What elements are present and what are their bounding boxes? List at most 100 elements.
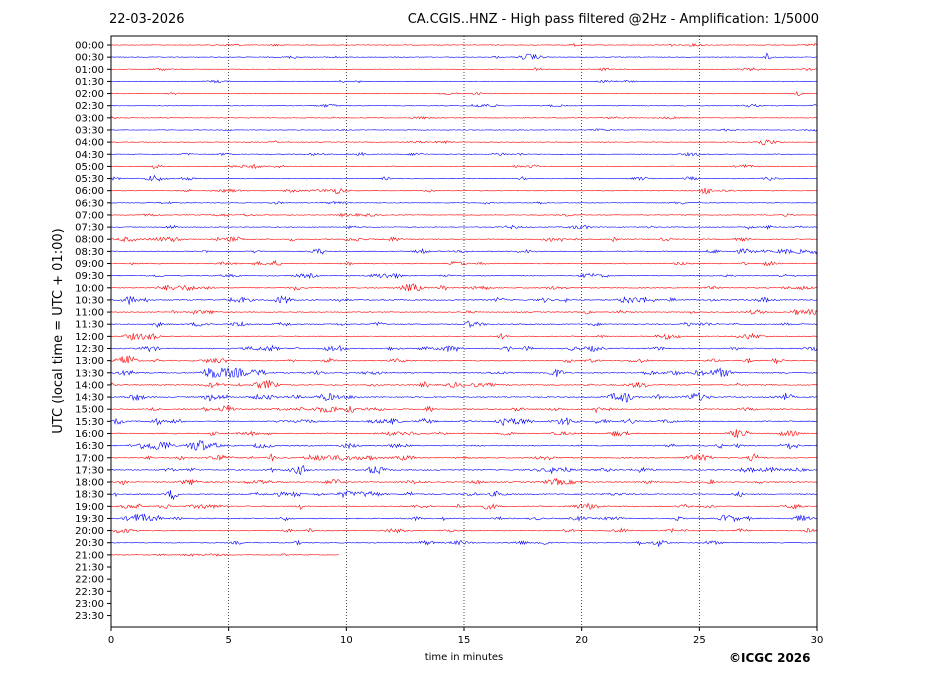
- y-tick-label-09:30: 09:30: [75, 271, 104, 282]
- seismic-traces: [110, 42, 818, 557]
- trace-14:00: [110, 379, 818, 389]
- y-tick-label-15:00: 15:00: [75, 405, 104, 416]
- y-tick-label-13:30: 13:30: [75, 368, 104, 379]
- trace-14:30: [110, 391, 818, 403]
- trace-21:00: [110, 553, 339, 557]
- trace-18:30: [110, 490, 818, 501]
- y-tick-label-18:00: 18:00: [75, 478, 104, 489]
- x-axis-ticks: 0 5 10 15 20 25 30: [108, 627, 823, 646]
- x-tick-label-15: 15: [458, 635, 471, 646]
- y-tick-label-02:30: 02:30: [75, 101, 104, 112]
- trace-17:30: [110, 465, 818, 476]
- y-tick-label-12:30: 12:30: [75, 344, 104, 355]
- x-tick-label-0: 0: [108, 635, 114, 646]
- y-tick-label-14:00: 14:00: [75, 380, 104, 391]
- trace-11:00: [110, 308, 818, 316]
- y-tick-label-22:00: 22:00: [75, 575, 104, 586]
- trace-15:00: [110, 405, 818, 414]
- y-tick-label-04:00: 04:00: [75, 138, 104, 149]
- y-tick-label-01:30: 01:30: [75, 77, 104, 88]
- x-axis-label: time in minutes: [425, 652, 504, 663]
- trace-09:30: [110, 272, 818, 280]
- trace-03:00: [110, 116, 818, 120]
- x-tick-label-10: 10: [340, 635, 353, 646]
- chart-title: CA.CGIS..HNZ - High pass filtered @2Hz -…: [407, 12, 819, 27]
- x-tick-label-25: 25: [693, 635, 706, 646]
- trace-00:30: [110, 52, 818, 60]
- y-tick-label-07:00: 07:00: [75, 210, 104, 221]
- y-tick-label-00:30: 00:30: [75, 53, 104, 64]
- y-tick-label-06:00: 06:00: [75, 186, 104, 197]
- trace-20:30: [110, 539, 818, 547]
- trace-03:30: [110, 128, 818, 132]
- trace-12:30: [110, 344, 818, 353]
- trace-11:30: [110, 320, 818, 329]
- y-axis-label: UTC (local time = UTC + 01:00): [51, 228, 66, 433]
- y-tick-label-23:00: 23:00: [75, 599, 104, 610]
- trace-19:00: [110, 502, 818, 510]
- y-tick-label-01:00: 01:00: [75, 65, 104, 76]
- y-tick-label-12:00: 12:00: [75, 332, 104, 343]
- y-tick-label-05:00: 05:00: [75, 162, 104, 173]
- trace-13:00: [110, 355, 818, 365]
- trace-01:30: [110, 79, 818, 84]
- y-tick-label-20:30: 20:30: [75, 538, 104, 549]
- trace-04:00: [110, 139, 818, 146]
- trace-04:30: [110, 151, 818, 157]
- y-tick-label-03:00: 03:00: [75, 113, 104, 124]
- y-tick-label-03:30: 03:30: [75, 125, 104, 136]
- vertical-gridlines: [228, 36, 700, 627]
- trace-10:30: [110, 295, 818, 305]
- trace-08:30: [110, 248, 818, 255]
- y-tick-label-19:30: 19:30: [75, 514, 104, 525]
- trace-19:30: [110, 513, 818, 523]
- trace-08:00: [110, 236, 818, 243]
- y-tick-label-21:00: 21:00: [75, 550, 104, 561]
- trace-12:00: [110, 332, 818, 341]
- y-tick-label-07:30: 07:30: [75, 223, 104, 234]
- y-tick-label-10:00: 10:00: [75, 283, 104, 294]
- x-tick-label-5: 5: [225, 635, 231, 646]
- trace-20:00: [110, 527, 818, 534]
- trace-00:00: [110, 42, 818, 48]
- y-tick-label-13:00: 13:00: [75, 356, 104, 367]
- y-tick-label-10:30: 10:30: [75, 295, 104, 306]
- trace-16:00: [110, 429, 818, 438]
- y-tick-label-17:00: 17:00: [75, 453, 104, 464]
- plot-area: [111, 36, 817, 627]
- y-tick-label-08:30: 08:30: [75, 247, 104, 258]
- y-tick-label-09:00: 09:00: [75, 259, 104, 270]
- x-tick-label-20: 20: [575, 635, 588, 646]
- y-tick-label-17:30: 17:30: [75, 465, 104, 476]
- y-tick-label-11:00: 11:00: [75, 308, 104, 319]
- y-tick-label-14:30: 14:30: [75, 393, 104, 404]
- trace-01:00: [110, 67, 818, 72]
- y-tick-label-00:00: 00:00: [75, 41, 104, 52]
- y-tick-label-19:00: 19:00: [75, 502, 104, 513]
- y-tick-label-16:00: 16:00: [75, 429, 104, 440]
- y-tick-label-16:30: 16:30: [75, 441, 104, 452]
- y-tick-label-11:30: 11:30: [75, 320, 104, 331]
- trace-07:30: [110, 224, 818, 230]
- trace-06:00: [110, 187, 818, 195]
- y-tick-label-18:30: 18:30: [75, 490, 104, 501]
- y-tick-label-08:00: 08:00: [75, 235, 104, 246]
- y-tick-label-21:30: 21:30: [75, 563, 104, 574]
- trace-05:00: [110, 163, 818, 170]
- trace-07:00: [110, 212, 818, 218]
- y-tick-label-02:00: 02:00: [75, 89, 104, 100]
- y-tick-label-15:30: 15:30: [75, 417, 104, 428]
- trace-10:00: [110, 283, 818, 292]
- y-tick-label-23:30: 23:30: [75, 611, 104, 622]
- y-tick-label-06:30: 06:30: [75, 198, 104, 209]
- y-tick-label-04:30: 04:30: [75, 150, 104, 161]
- trace-18:00: [110, 477, 818, 486]
- y-tick-label-20:00: 20:00: [75, 526, 104, 537]
- trace-15:30: [110, 417, 818, 427]
- trace-13:30: [110, 367, 818, 378]
- date-label: 22-03-2026: [109, 12, 185, 27]
- trace-02:00: [110, 91, 818, 97]
- y-tick-label-05:30: 05:30: [75, 174, 104, 185]
- y-axis-ticks: 00:0000:3001:0001:3002:0002:3003:0003:30…: [75, 41, 111, 622]
